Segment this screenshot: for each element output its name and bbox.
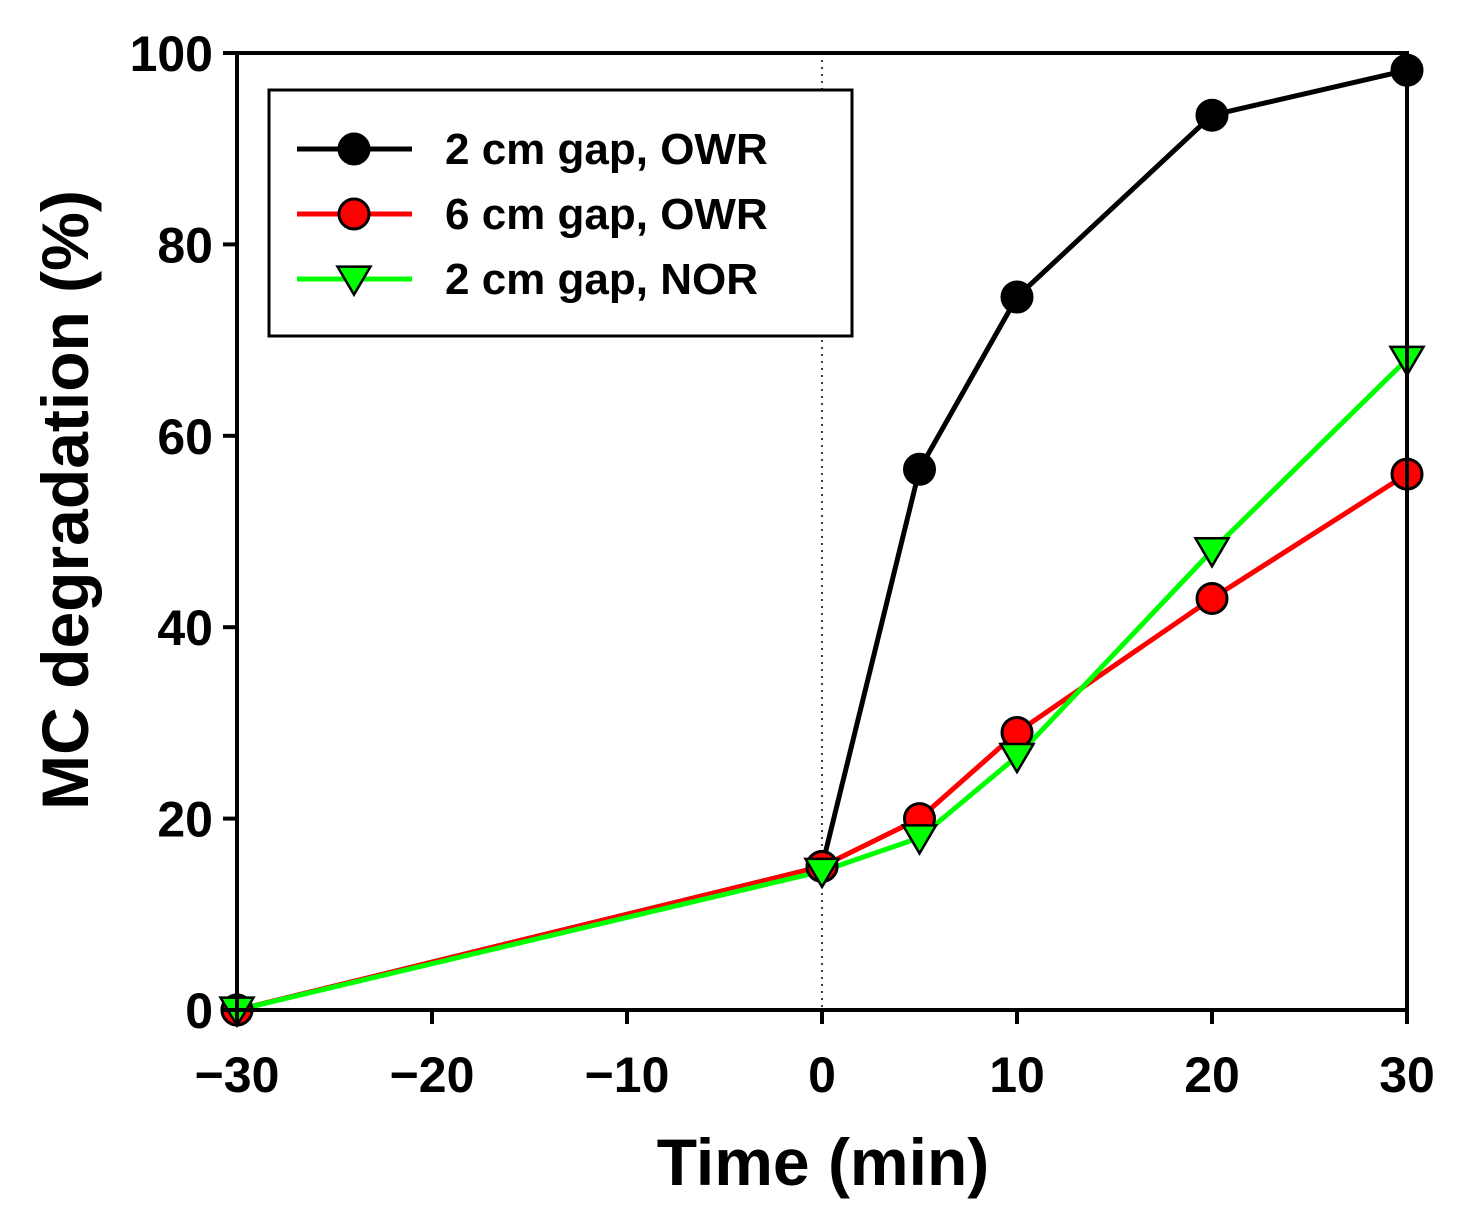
y-tick-label: 80 xyxy=(157,217,213,273)
legend-marker-2 xyxy=(337,197,371,231)
data-point-s1-3 xyxy=(903,452,936,486)
data-point-s3-4 xyxy=(998,742,1036,775)
legend-marker-3 xyxy=(335,265,373,298)
y-tick-label: 40 xyxy=(157,600,213,656)
legend-marker-1 xyxy=(337,132,371,166)
series-line-2 xyxy=(236,471,1409,1013)
y-tick-label: 20 xyxy=(157,792,213,848)
data-point-s3-2 xyxy=(803,857,841,890)
x-tick-label: 0 xyxy=(808,1047,836,1103)
x-tick-label: −10 xyxy=(585,1047,670,1103)
legend-label-2: 6 cm gap, OWR xyxy=(445,190,768,239)
x-axis-title: Time (min) xyxy=(657,1125,989,1199)
x-tick-label: 30 xyxy=(1379,1047,1435,1103)
y-tick-label: 100 xyxy=(130,26,213,82)
data-point-s1-5 xyxy=(1195,98,1229,132)
x-tick-label: 20 xyxy=(1184,1047,1240,1103)
y-tick-label: 60 xyxy=(157,409,213,465)
data-point-s1-4 xyxy=(1000,280,1034,314)
plot-layer xyxy=(218,53,1426,1029)
y-axis-title: MC degradation (%) xyxy=(28,190,102,810)
axes-layer: −30 −20 −10 0 10 20 30 0 20 40 60 80 100 xyxy=(130,26,1435,1103)
legend: 2 cm gap, OWR 6 cm gap, OWR 2 cm gap, NOR xyxy=(267,88,854,338)
x-tick-label: −20 xyxy=(390,1047,475,1103)
y-tick-label: 0 xyxy=(185,983,213,1039)
x-tick-label: −30 xyxy=(195,1047,280,1103)
series-line-3 xyxy=(236,357,1409,1013)
legend-label-1: 2 cm gap, OWR xyxy=(445,125,768,174)
data-point-s2-5 xyxy=(1195,581,1229,615)
legend-label-3: 2 cm gap, NOR xyxy=(445,255,758,304)
data-point-s3-3 xyxy=(900,824,939,856)
x-tick-label: 10 xyxy=(989,1047,1045,1103)
data-point-s3-5 xyxy=(1193,537,1231,569)
